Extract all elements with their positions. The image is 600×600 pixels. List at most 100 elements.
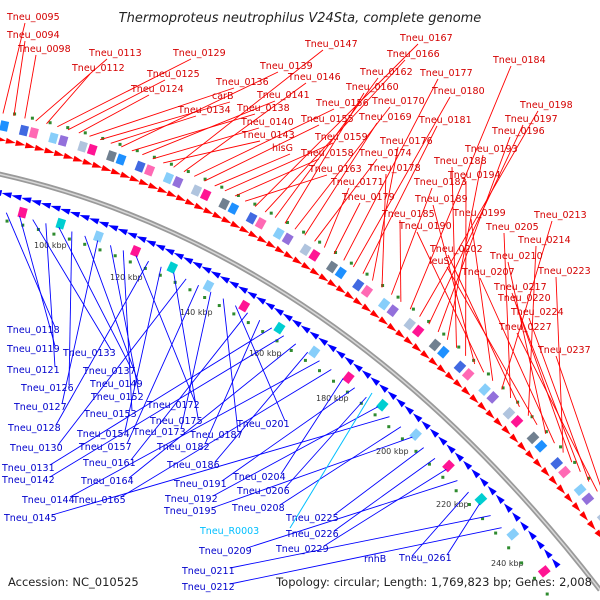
reverse-gene-arrow (210, 271, 221, 279)
forward-gene-arrow (301, 261, 312, 270)
forward-gene-label: carB (212, 91, 233, 102)
forward-label-leader (501, 220, 553, 390)
gc-tick-inner (454, 489, 458, 493)
reverse-gene-arrow (219, 276, 231, 284)
forward-cog-block (281, 232, 294, 246)
forward-gene-arrow (0, 137, 7, 142)
forward-cog-block (360, 284, 374, 298)
forward-gene-arrow (212, 211, 223, 219)
forward-label-leader (13, 40, 26, 116)
forward-gene-label: Tneu_0169 (358, 112, 412, 123)
forward-gene-label: Tneu_0227 (498, 322, 552, 333)
forward-cog-block (48, 132, 59, 145)
forward-gene-label: Tneu_0237 (537, 345, 591, 356)
reverse-gene-arrow (404, 405, 415, 415)
reverse-gene-label: Tneu_0191 (173, 479, 227, 490)
forward-gene-label: Tneu_0210 (489, 251, 543, 262)
forward-gene-label: Tneu_0205 (485, 222, 539, 233)
forward-cog-block (115, 153, 127, 166)
reverse-label-leader (68, 231, 73, 386)
forward-gene-label: Tneu_0223 (537, 266, 591, 277)
forward-cog-block (558, 465, 571, 479)
forward-label-leader (451, 166, 457, 348)
forward-gene-label: Tneu_0140 (240, 117, 294, 128)
reverse-gene-label: Tneu_0173 (132, 427, 186, 438)
gc-tick-inner (203, 295, 207, 299)
forward-gene-arrow (248, 230, 259, 238)
reverse-gene-arrow (387, 391, 398, 401)
forward-gene-arrow (24, 142, 36, 149)
forward-label-leader (391, 187, 433, 295)
reverse-gene-label: Tneu_0261 (398, 553, 452, 564)
reverse-label-leader (120, 369, 332, 498)
reverse-gene-arrow (60, 208, 71, 215)
forward-gene-label: Tneu_0170 (371, 96, 425, 107)
forward-gene-label: Tneu_0178 (367, 163, 421, 174)
forward-gene-label: Tneu_0112 (71, 63, 125, 74)
forward-gene-arrow (327, 279, 338, 288)
forward-gene-label: Tneu_0156 (315, 98, 369, 109)
reverse-label-leader (279, 426, 402, 506)
forward-gene-arrow (532, 458, 542, 468)
forward-gene-arrow (53, 150, 65, 156)
kbp-tick: 200 kbp (376, 447, 409, 456)
genome-backbone-highlight (0, 173, 600, 591)
forward-gene-label: Tneu_0196 (491, 126, 545, 137)
reverse-gene-label: Tneu_0145 (3, 513, 57, 524)
forward-gene-arrow (579, 511, 589, 521)
reverse-label-leader (229, 515, 491, 569)
reverse-label-leader (57, 278, 187, 446)
reverse-label-leader (126, 285, 199, 445)
reverse-label-leader (280, 378, 344, 475)
forward-label-leader (409, 65, 512, 310)
forward-cog-block (437, 345, 450, 359)
forward-gene-arrow (221, 216, 232, 224)
reverse-label-leader (180, 291, 212, 430)
forward-gene-arrow (420, 350, 430, 359)
reverse-gene-label: Tneu_0229 (275, 544, 329, 555)
gc-tick-inner (532, 576, 536, 580)
forward-gene-label: Tneu_0177 (419, 68, 473, 79)
forward-gene-label: Tneu_0141 (256, 90, 310, 101)
forward-label-leader (173, 49, 324, 168)
reverse-label-leader (333, 458, 436, 532)
gc-tick-outer (318, 240, 322, 244)
forward-label-leader (78, 94, 150, 134)
gc-tick-outer (302, 230, 306, 234)
reverse-gene-arrow (309, 331, 320, 340)
forward-gene-arrow (403, 336, 414, 345)
gc-tick-inner (414, 449, 418, 453)
reverse-gene-label: Tneu_0127 (13, 402, 67, 413)
reverse-gene-arrow (108, 225, 119, 232)
forward-label-leader (511, 292, 573, 463)
reverse-gene-arrow (1, 192, 13, 199)
gc-tick-outer (169, 162, 173, 166)
forward-gene-label: Tneu_0179 (341, 192, 395, 203)
reverse-cog-block (129, 244, 142, 258)
reverse-cog-block (17, 206, 28, 219)
gc-tick-inner (83, 242, 87, 246)
forward-gene-arrow (571, 502, 581, 512)
forward-label-leader (507, 261, 547, 435)
reverse-gene-label: Tneu_0186 (166, 460, 220, 471)
reverse-gene-arrow (201, 266, 212, 274)
reverse-gene-arrow (247, 291, 258, 300)
forward-gene-label: Tneu_0197 (504, 114, 558, 125)
forward-cog-block (199, 188, 212, 202)
forward-label-leader (24, 54, 37, 119)
forward-gene-label: Tneu_0199 (452, 208, 506, 219)
forward-gene-arrow (292, 256, 303, 265)
forward-cog-block (377, 297, 391, 311)
reverse-gene-label: Tneu_0154 (76, 429, 130, 440)
forward-gene-label: Tneu_0129 (172, 48, 226, 59)
gc-tick-inner (545, 592, 549, 596)
forward-gene-label: Tneu_0189 (414, 194, 468, 205)
reverse-gene-arrow (50, 205, 61, 212)
reverse-label-leader (446, 503, 481, 556)
gc-tick-inner (507, 546, 511, 550)
forward-gene-label: Tneu_0160 (345, 82, 399, 93)
forward-gene-arrow (256, 235, 268, 244)
forward-cog-block (272, 227, 285, 240)
reverse-gene-arrow (454, 452, 464, 462)
forward-gene-label: Tneu_0158 (300, 148, 354, 159)
